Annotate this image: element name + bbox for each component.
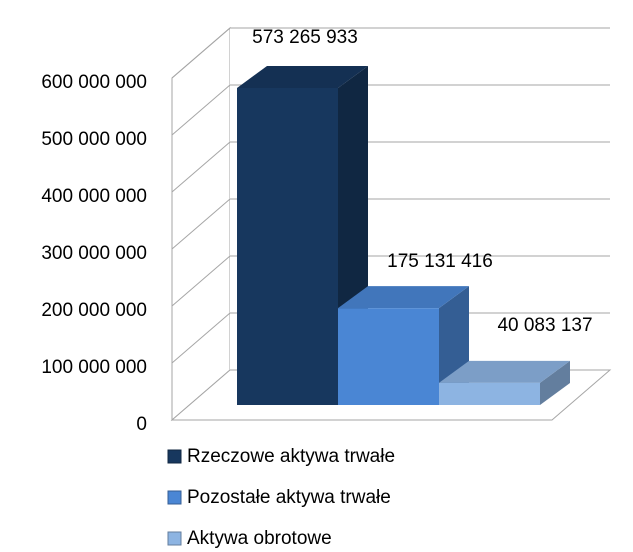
grid-line [171,198,610,250]
y-tick-label: 500 000 000 [41,129,147,150]
grid-line [171,27,610,79]
legend-swatch [167,490,182,505]
legend-label: Pozostałe aktywa trwałe [187,487,391,508]
grid-line [171,312,610,364]
bar-front [237,88,338,405]
bar-top [338,286,469,309]
bar-front [439,382,540,405]
grid-line [171,141,610,193]
grid-line [171,255,610,307]
legend-label: Rzeczowe aktywa trwałe [187,446,395,467]
bar-top [237,66,368,88]
legend-swatch [167,531,182,546]
y-tick-label: 300 000 000 [41,243,147,264]
bar-side [540,360,570,405]
bar [237,66,368,405]
bar [338,286,469,405]
grid-line [171,84,610,136]
y-tick-label: 100 000 000 [41,357,147,378]
bar [439,360,570,405]
legend-swatch [167,449,182,464]
y-tick-label: 400 000 000 [41,186,147,207]
value-label: 573 265 933 [252,27,358,48]
bar-top [439,360,570,383]
y-tick-label: 200 000 000 [41,300,147,321]
y-tick-label: 600 000 000 [41,72,147,93]
bar-front [338,308,439,405]
y-tick-label: 0 [136,414,147,435]
value-label: 40 083 137 [497,315,592,336]
value-label: 175 131 416 [387,251,493,272]
legend-label: Aktywa obrotowe [187,528,332,549]
